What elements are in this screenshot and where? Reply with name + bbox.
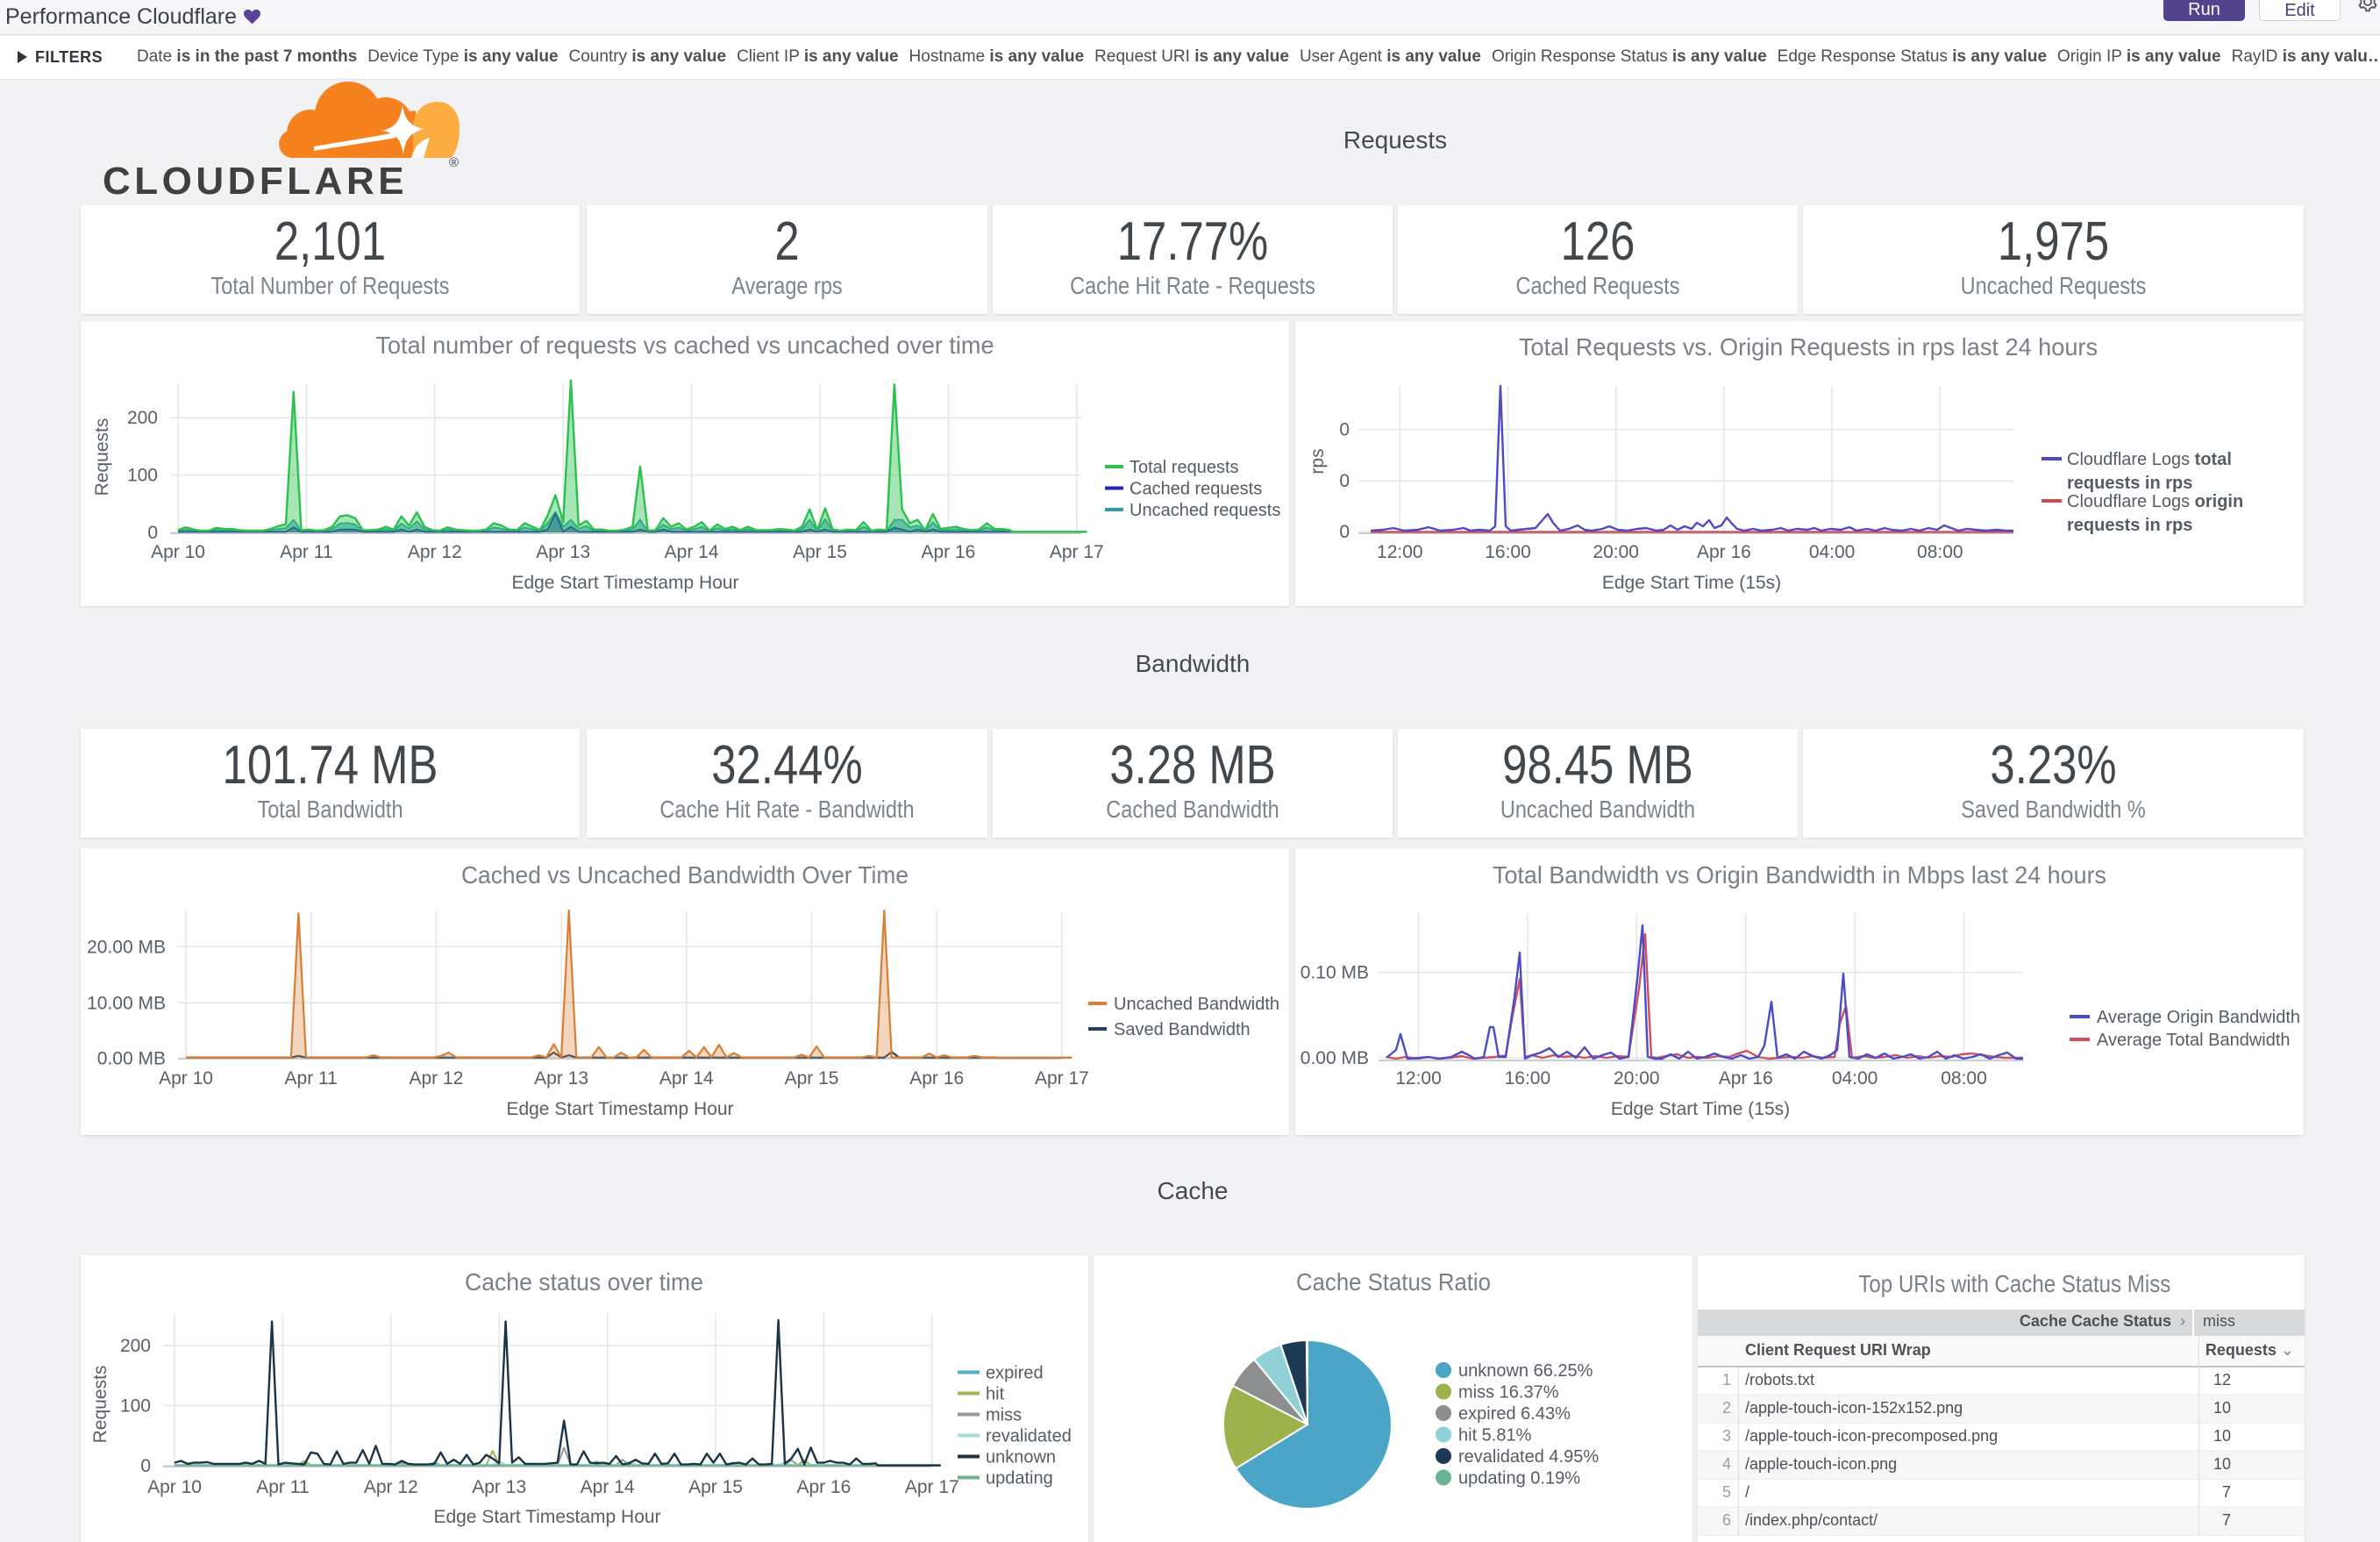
svg-text:Cache status over time: Cache status over time	[465, 1268, 703, 1296]
svg-text:Edge Start Timestamp Hour: Edge Start Timestamp Hour	[511, 573, 738, 593]
svg-text:16:00: 16:00	[1505, 1068, 1551, 1089]
svg-text:0: 0	[1339, 522, 1350, 542]
svg-text:0: 0	[1339, 420, 1350, 440]
svg-text:0: 0	[147, 523, 158, 543]
svg-text:Apr 10: Apr 10	[147, 1477, 202, 1497]
svg-text:unknown 66.25%: unknown 66.25%	[1458, 1361, 1593, 1381]
svg-text:Apr 14: Apr 14	[581, 1477, 635, 1497]
svg-text:Apr 14: Apr 14	[665, 542, 719, 562]
svg-text:Total Bandwidth vs Origin Band: Total Bandwidth vs Origin Bandwidth in M…	[1493, 861, 2106, 889]
svg-text:Apr 11: Apr 11	[256, 1477, 309, 1497]
svg-text:Apr 13: Apr 13	[472, 1477, 526, 1497]
svg-text:Cached requests: Cached requests	[1129, 480, 1262, 499]
svg-text:16:00: 16:00	[1485, 542, 1531, 562]
svg-text:hit: hit	[986, 1385, 1005, 1404]
svg-text:Average Origin Bandwidth: Average Origin Bandwidth	[2097, 1008, 2300, 1027]
svg-text:Apr 10: Apr 10	[151, 542, 205, 562]
svg-text:20:00: 20:00	[1593, 542, 1639, 562]
svg-text:Apr 17: Apr 17	[905, 1477, 959, 1497]
svg-text:CLOUDFLARE: CLOUDFLARE	[103, 160, 408, 203]
svg-text:0.00 MB: 0.00 MB	[1300, 1048, 1369, 1068]
svg-text:Requests: Requests	[90, 1366, 110, 1444]
svg-text:Edge Start Timestamp Hour: Edge Start Timestamp Hour	[506, 1099, 733, 1119]
svg-text:Average Total Bandwidth: Average Total Bandwidth	[2097, 1031, 2291, 1050]
svg-text:Requests: Requests	[92, 418, 112, 496]
svg-text:updating: updating	[986, 1469, 1053, 1488]
svg-text:Apr 12: Apr 12	[408, 542, 462, 562]
svg-text:Apr 12: Apr 12	[364, 1477, 418, 1497]
svg-text:Apr 16: Apr 16	[1697, 542, 1751, 562]
svg-text:200: 200	[127, 408, 158, 428]
svg-text:100: 100	[127, 466, 158, 486]
svg-text:20.00 MB: 20.00 MB	[87, 937, 166, 957]
svg-text:Cloudflare Logs origin: Cloudflare Logs origin	[2067, 492, 2243, 511]
svg-text:Apr 15: Apr 15	[785, 1068, 839, 1089]
svg-text:Apr 14: Apr 14	[659, 1068, 714, 1089]
svg-text:Apr 16: Apr 16	[909, 1068, 964, 1089]
svg-text:hit 5.81%: hit 5.81%	[1458, 1426, 1532, 1446]
svg-text:Apr 11: Apr 11	[285, 1068, 338, 1089]
svg-text:updating 0.19%: updating 0.19%	[1458, 1469, 1580, 1488]
svg-text:0.10 MB: 0.10 MB	[1300, 963, 1369, 983]
svg-text:Total number of requests vs ca: Total number of requests vs cached vs un…	[376, 332, 994, 359]
svg-text:Apr 17: Apr 17	[1050, 542, 1104, 562]
svg-text:Apr 16: Apr 16	[796, 1477, 851, 1497]
svg-text:requests in rps: requests in rps	[2067, 516, 2192, 535]
svg-text:Apr 10: Apr 10	[159, 1068, 213, 1089]
svg-text:0: 0	[1339, 471, 1350, 491]
svg-text:Uncached Bandwidth: Uncached Bandwidth	[1114, 995, 1279, 1014]
svg-text:rps: rps	[1308, 448, 1328, 474]
svg-text:12:00: 12:00	[1395, 1068, 1442, 1089]
svg-text:Edge Start Time (15s): Edge Start Time (15s)	[1611, 1099, 1790, 1119]
svg-text:miss 16.37%: miss 16.37%	[1458, 1383, 1559, 1403]
svg-text:Edge Start Timestamp Hour: Edge Start Timestamp Hour	[433, 1507, 660, 1527]
svg-text:requests in rps: requests in rps	[2067, 474, 2192, 493]
svg-text:12:00: 12:00	[1377, 542, 1423, 562]
svg-text:200: 200	[120, 1336, 151, 1356]
svg-text:04:00: 04:00	[1832, 1068, 1878, 1089]
svg-text:Apr 15: Apr 15	[793, 542, 847, 562]
svg-text:unknown: unknown	[986, 1448, 1056, 1467]
svg-text:04:00: 04:00	[1809, 542, 1856, 562]
svg-text:revalidated: revalidated	[986, 1427, 1072, 1446]
svg-text:Cache Status Ratio: Cache Status Ratio	[1296, 1268, 1491, 1296]
svg-text:Total Requests vs. Origin Requ: Total Requests vs. Origin Requests in rp…	[1519, 333, 2098, 361]
svg-text:Total requests: Total requests	[1129, 458, 1239, 477]
svg-text:®: ®	[449, 155, 459, 170]
svg-text:Cached vs Uncached Bandwidth O: Cached vs Uncached Bandwidth Over Time	[461, 861, 909, 889]
svg-text:Apr 17: Apr 17	[1035, 1068, 1089, 1089]
svg-text:Edge Start Time (15s): Edge Start Time (15s)	[1602, 573, 1781, 593]
svg-text:20:00: 20:00	[1614, 1068, 1660, 1089]
svg-text:0: 0	[140, 1456, 151, 1476]
svg-text:08:00: 08:00	[1917, 542, 1963, 562]
svg-text:revalidated 4.95%: revalidated 4.95%	[1458, 1447, 1599, 1467]
svg-text:Apr 12: Apr 12	[409, 1068, 463, 1089]
svg-text:Apr 16: Apr 16	[921, 542, 975, 562]
svg-text:Apr 13: Apr 13	[534, 1068, 588, 1089]
svg-text:Saved Bandwidth: Saved Bandwidth	[1114, 1020, 1251, 1039]
svg-text:Uncached requests: Uncached requests	[1129, 501, 1280, 520]
svg-text:Apr 15: Apr 15	[688, 1477, 743, 1497]
svg-text:expired: expired	[986, 1364, 1044, 1383]
svg-text:Apr 16: Apr 16	[1719, 1068, 1773, 1089]
svg-text:10.00 MB: 10.00 MB	[87, 993, 166, 1013]
svg-text:miss: miss	[986, 1406, 1022, 1425]
svg-text:expired 6.43%: expired 6.43%	[1458, 1404, 1571, 1424]
svg-text:Apr 13: Apr 13	[536, 542, 590, 562]
svg-text:Apr 11: Apr 11	[280, 542, 332, 562]
svg-text:08:00: 08:00	[1941, 1068, 1987, 1089]
svg-text:100: 100	[120, 1396, 151, 1417]
svg-text:Cloudflare Logs total: Cloudflare Logs total	[2067, 450, 2232, 469]
svg-text:0.00 MB: 0.00 MB	[97, 1048, 166, 1068]
